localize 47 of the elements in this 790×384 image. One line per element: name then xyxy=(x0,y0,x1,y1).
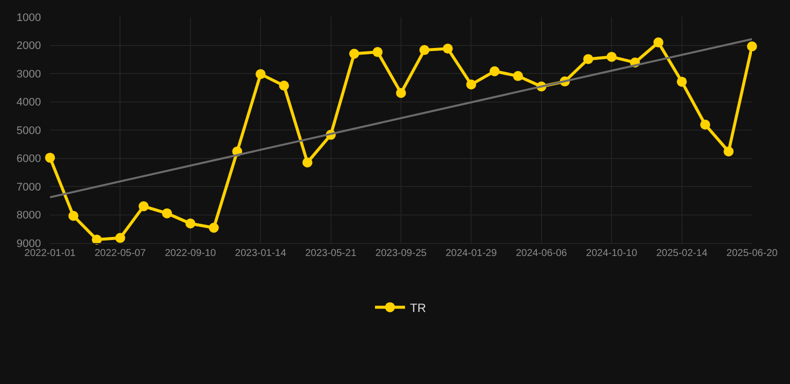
x-tick-label: 2025-06-20 xyxy=(726,248,778,259)
point xyxy=(466,80,476,90)
y-tick-label: 9000 xyxy=(16,238,41,250)
point xyxy=(162,208,172,218)
x-tick-label: 2023-05-21 xyxy=(305,248,357,259)
x-tick-label: 2024-10-10 xyxy=(586,248,638,259)
y-tick-label: 4000 xyxy=(16,96,41,109)
point xyxy=(372,47,383,58)
y-tick-label: 1000 xyxy=(16,12,41,24)
x-tick-label: 2023-09-25 xyxy=(375,248,428,259)
point xyxy=(92,234,102,245)
point xyxy=(513,71,523,82)
point xyxy=(115,232,126,243)
point xyxy=(302,157,312,168)
point xyxy=(676,76,687,87)
x-tick-label: 2022-01-01 xyxy=(24,248,76,259)
x-tick-label: 2024-06-06 xyxy=(516,248,568,259)
point xyxy=(747,41,757,52)
point xyxy=(442,44,453,54)
x-tick-label: 2022-05-07 xyxy=(94,248,146,259)
point xyxy=(45,152,55,163)
point xyxy=(700,120,710,130)
point xyxy=(490,66,500,76)
y-tick-label: 6000 xyxy=(16,153,41,166)
y-tick-label: 2000 xyxy=(16,40,41,52)
point xyxy=(419,45,430,56)
y-tick-label: 8000 xyxy=(16,210,41,222)
x-tick-label: 2025-02-14 xyxy=(656,248,708,259)
legend-label: TR xyxy=(410,300,426,315)
point xyxy=(279,80,289,91)
point xyxy=(583,54,594,64)
y-tick-label: 3000 xyxy=(16,68,41,80)
x-tick-label: 2022-09-10 xyxy=(164,248,216,259)
point xyxy=(396,88,406,98)
y-tick-label: 7000 xyxy=(16,181,41,194)
point xyxy=(606,52,617,62)
x-tick-label: 2023-01-14 xyxy=(235,248,287,259)
point xyxy=(185,218,196,229)
y-tick-label: 5000 xyxy=(16,124,41,137)
point xyxy=(68,210,78,221)
x-tick-label: 2024-01-29 xyxy=(446,248,498,259)
point xyxy=(349,48,360,59)
point xyxy=(256,69,266,80)
point xyxy=(138,201,149,212)
point xyxy=(724,146,734,156)
point xyxy=(208,222,219,233)
point xyxy=(653,37,664,48)
